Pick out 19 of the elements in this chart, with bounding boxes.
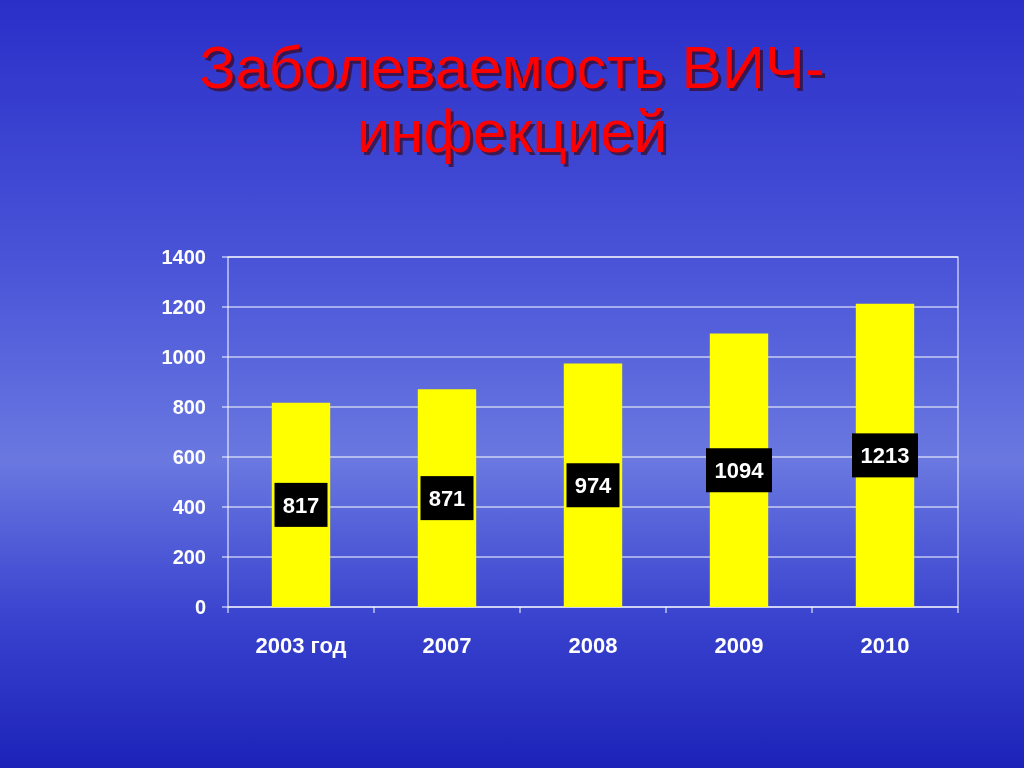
y-tick-label: 400 (172, 496, 206, 518)
y-tick-label: 1200 (161, 296, 206, 318)
x-tick-label: 2009 (714, 633, 764, 658)
chart-title: Заболеваемость ВИЧ-инфекцией (199, 34, 825, 168)
y-tick-label: 800 (172, 396, 206, 418)
y-tick-label: 200 (172, 546, 206, 568)
data-label: 1094 (714, 457, 765, 483)
x-tick-label: 2008 (568, 633, 618, 658)
x-tick-label: 2003 год (255, 633, 347, 658)
data-label: 974 (574, 472, 613, 498)
y-tick-label: 0 (194, 596, 206, 618)
y-tick-label: 600 (172, 446, 206, 468)
data-label: 817 (282, 492, 320, 518)
data-label: 871 (428, 485, 466, 511)
data-label: 1213 (860, 443, 910, 469)
y-tick-label: 1000 (161, 346, 206, 368)
x-tick-label: 2007 (422, 633, 472, 658)
x-tick-label: 2010 (860, 633, 910, 658)
y-tick-label: 1400 (161, 246, 206, 268)
